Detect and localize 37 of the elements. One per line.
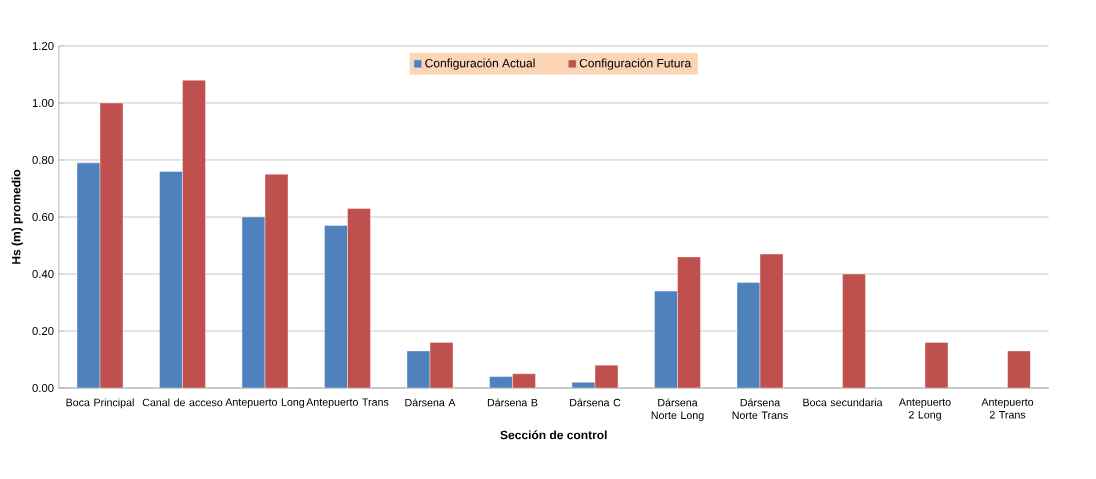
bar — [76, 162, 101, 388]
x-tick-label: Boca secundaria — [803, 398, 883, 407]
y-tick-label: 1.00 — [32, 99, 54, 107]
y-tick-label: 0.00 — [32, 384, 54, 393]
y-tick-label: 0.80 — [32, 156, 54, 165]
bar — [99, 102, 124, 388]
x-tick-label: Dársena A — [405, 398, 456, 407]
bar — [182, 80, 206, 388]
x-tick-label: Canal de acceso — [142, 398, 223, 407]
y-tick-label: 1.20 — [32, 41, 54, 50]
x-tick-label: Antepuerto 2 Long — [898, 398, 951, 421]
bar — [264, 174, 289, 388]
y-tick-label: 0.20 — [32, 327, 54, 336]
legend-label: Configuración Actual — [425, 58, 535, 70]
x-axis-title: Sección de control — [500, 430, 607, 440]
bar — [347, 208, 371, 388]
bar — [842, 273, 866, 388]
x-tick-label: Antepuerto Long — [225, 398, 305, 408]
x-tick-label: Antepuerto 2 Trans — [981, 398, 1034, 419]
x-tick-label: Boca Principal — [66, 398, 134, 409]
legend-label: Configuración Futura — [579, 58, 692, 70]
x-tick-label: Antepuerto Trans — [306, 398, 389, 408]
x-tick-label: Dársena Norte Trans — [732, 398, 788, 420]
bar — [241, 216, 266, 388]
x-tick-label: Dársena C — [570, 398, 621, 407]
bar — [324, 225, 348, 388]
bar — [1007, 350, 1031, 388]
x-tick-label: Dársena B — [487, 398, 538, 407]
y-axis-title: Hs (m) promedio — [11, 169, 23, 264]
bar — [654, 290, 678, 388]
bar — [759, 253, 784, 388]
y-tick-label: 0.40 — [32, 270, 54, 279]
bar — [159, 171, 183, 388]
x-tick-label: Dársena Norte Long — [651, 398, 704, 422]
y-tick-label: 0.60 — [32, 213, 54, 222]
bar — [736, 282, 761, 388]
bar — [677, 256, 701, 388]
